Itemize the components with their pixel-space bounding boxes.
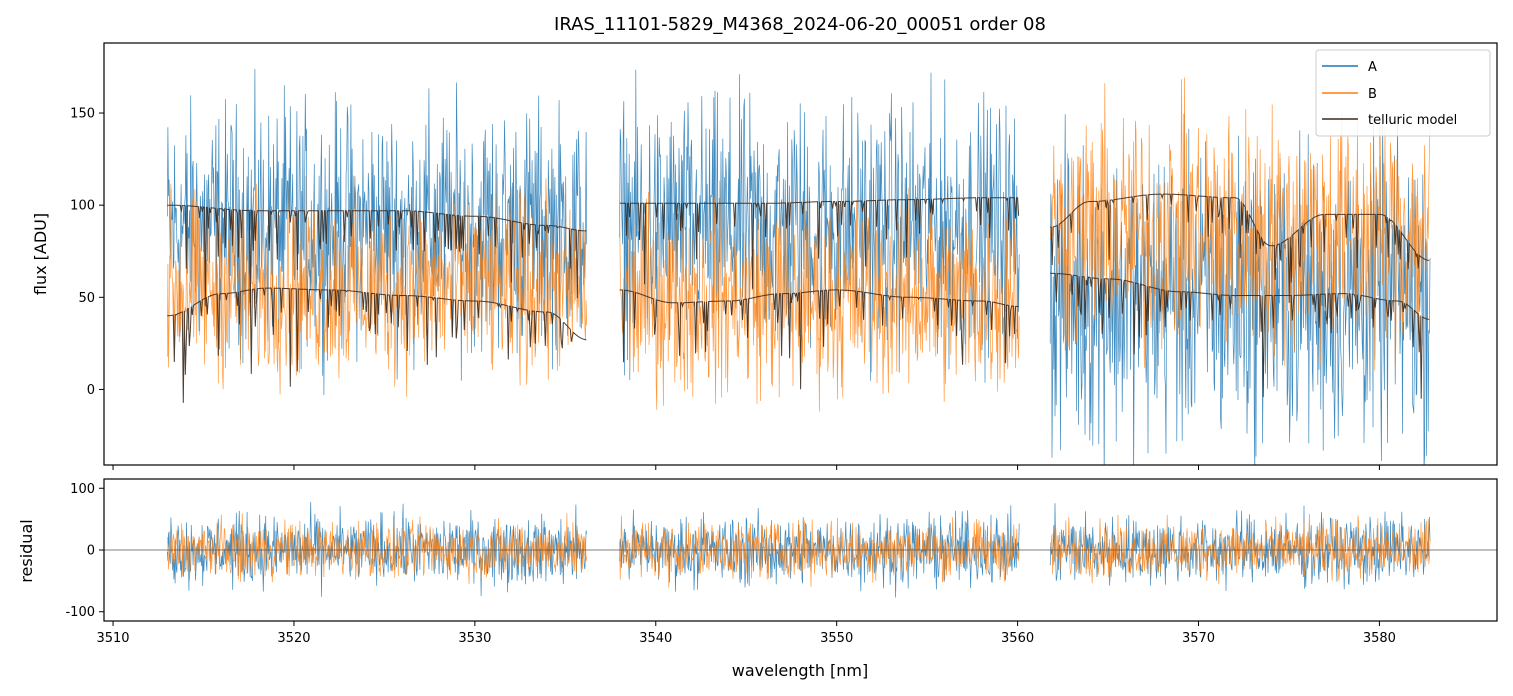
residual-y-axis-label: residual [17, 519, 36, 582]
flux-y-axis-label: flux [ADU] [31, 213, 50, 295]
residual-panel-data [104, 501, 1497, 598]
series-telluric-model-line [619, 289, 1019, 390]
series-telluric-model-line [167, 287, 587, 403]
x-tick-label: 3580 [1363, 631, 1396, 646]
chart-title: IRAS_11101-5829_M4368_2024-06-20_00051 o… [554, 14, 1046, 35]
flux-panel-frame [103, 42, 1498, 466]
x-tick-label: 3530 [458, 631, 491, 646]
y-tick-label: 100 [70, 482, 95, 497]
y-tick-label: 0 [87, 383, 95, 398]
residual-b-line [1049, 513, 1431, 585]
residual-b-line [619, 515, 1020, 588]
x-tick-label: 3560 [1001, 631, 1034, 646]
series-telluric-model-line [167, 204, 587, 307]
x-tick-label: 3520 [277, 631, 310, 646]
residual-panel-ticks: 3510 3520 3530 3540 3550 3560 3570 3580 -100 0 100 [65, 482, 1395, 646]
series-telluric-model-line [1050, 193, 1430, 303]
flux-panel-data [166, 68, 1431, 465]
legend-label-telluric: telluric model [1368, 113, 1457, 128]
residual-b-line [166, 513, 588, 584]
legend-label-b: B [1368, 87, 1377, 102]
y-tick-label: 50 [78, 291, 95, 306]
flux-panel-ticks: 0 50 100 150 [70, 107, 1380, 470]
x-tick-label: 3550 [820, 631, 853, 646]
x-tick-label: 3570 [1182, 631, 1215, 646]
y-tick-label: -100 [65, 605, 95, 620]
legend-box [1315, 49, 1491, 137]
y-tick-label: 150 [70, 107, 95, 122]
x-tick-label: 3540 [639, 631, 672, 646]
x-axis-label: wavelength [nm] [732, 661, 869, 680]
series-telluric-model-line [1050, 272, 1430, 399]
x-tick-label: 3510 [96, 631, 129, 646]
series-telluric-model-line [619, 197, 1020, 289]
y-tick-label: 0 [87, 544, 95, 559]
y-tick-label: 100 [70, 199, 95, 214]
legend: A B telluric model [1315, 49, 1491, 137]
residual-a-line [619, 505, 1020, 598]
series-b-line [619, 180, 1020, 412]
series-b-line [1049, 77, 1431, 371]
legend-label-a: A [1368, 60, 1377, 75]
